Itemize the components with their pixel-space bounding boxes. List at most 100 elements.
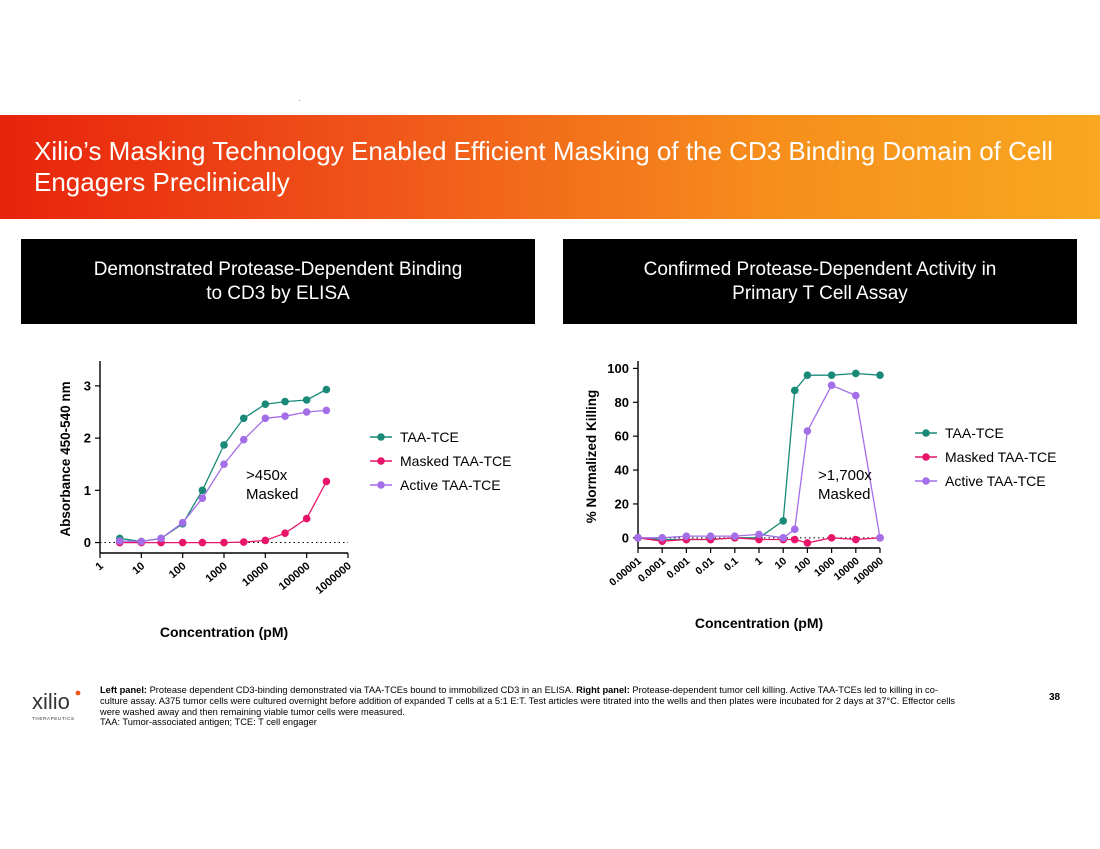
data-point: [198, 538, 207, 547]
data-point: [803, 427, 812, 435]
fold-masking-annotation-line2: Masked: [818, 486, 871, 503]
y-tick-label: 3: [84, 378, 91, 393]
data-point: [852, 369, 860, 378]
x-tick-label: 0.001: [664, 555, 692, 581]
y-tick-label: 0: [622, 530, 629, 545]
data-point: [852, 535, 860, 544]
x-tick-label: 10: [130, 560, 147, 577]
data-point: [779, 534, 787, 542]
data-point: [790, 535, 799, 544]
data-point: [876, 534, 884, 542]
data-point: [281, 412, 289, 420]
data-point: [322, 385, 331, 394]
data-point: [239, 414, 248, 423]
legend-marker: [377, 457, 385, 465]
x-tick-label: 1000000: [313, 560, 354, 597]
data-point: [682, 532, 691, 540]
footnote: Left panel: Protease dependent CD3-bindi…: [100, 685, 960, 728]
data-point: [706, 532, 715, 540]
logo-subtext: THERAPEUTICS: [32, 716, 75, 721]
legend-label: Active TAA-TCE: [945, 473, 1046, 489]
left-heading-line1: Demonstrated Protease-Dependent Binding: [93, 258, 463, 280]
data-point: [261, 414, 270, 423]
x-axis-label: Concentration (pM): [695, 615, 823, 631]
legend-label: TAA-TCE: [400, 429, 459, 445]
data-point: [827, 534, 836, 542]
x-tick-label: 100000: [277, 560, 313, 593]
data-point: [302, 396, 311, 404]
data-point: [261, 536, 270, 545]
legend-label: Masked TAA-TCE: [945, 449, 1057, 465]
legend-label: Active TAA-TCE: [400, 477, 501, 493]
data-point: [302, 408, 311, 416]
legend-marker: [377, 433, 385, 441]
page-title: Xilio’s Masking Technology Enabled Effic…: [34, 136, 1053, 197]
footnote-right-text: Protease-dependent tumor cell killing. A…: [100, 685, 956, 717]
x-tick-label: 0.00001: [607, 555, 644, 589]
y-tick-label: 80: [615, 395, 629, 410]
right-panel-heading: Confirmed Protease-Dependent Activity in…: [563, 239, 1077, 324]
legend-marker: [922, 453, 930, 461]
footnote-left-label: Left panel:: [100, 685, 148, 695]
xilio-logo: xilio THERAPEUTICS: [32, 689, 81, 721]
data-point: [803, 539, 812, 547]
fold-masking-annotation-line2: Masked: [246, 486, 299, 503]
fold-masking-annotation: >450x: [246, 467, 288, 484]
data-point: [827, 381, 836, 390]
footnote-right-label: Right panel:: [576, 685, 630, 695]
x-tick-label: 1000: [203, 560, 229, 585]
data-point: [239, 435, 248, 444]
x-tick-label: 100: [792, 555, 813, 576]
data-point: [261, 400, 270, 408]
data-point: [827, 371, 836, 379]
y-tick-label: 20: [615, 496, 629, 511]
data-point: [198, 486, 207, 495]
y-tick-label: 0: [84, 535, 91, 550]
fold-masking-annotation: >1,700x: [818, 467, 872, 484]
y-tick-label: 60: [615, 429, 629, 444]
data-point: [790, 386, 799, 395]
x-tick-label: 100: [167, 560, 189, 581]
y-tick-label: 2: [84, 431, 91, 446]
data-point: [115, 537, 124, 545]
x-tick-label: 0.01: [693, 555, 716, 577]
data-point: [281, 397, 289, 406]
x-tick-label: 10000: [240, 560, 271, 589]
data-point: [302, 514, 311, 523]
legend-marker: [922, 429, 930, 437]
data-point: [790, 525, 799, 534]
data-point: [157, 534, 165, 543]
data-point: [634, 534, 642, 542]
data-point: [779, 517, 787, 525]
page-number: 38: [1049, 692, 1061, 703]
logo-wordmark: xilio: [32, 689, 70, 714]
data-point: [803, 371, 812, 379]
left-heading-line2: to CD3 by ELISA: [206, 282, 350, 304]
legend-label: TAA-TCE: [945, 425, 1004, 441]
x-tick-label: 0.1: [722, 555, 741, 574]
data-point: [852, 391, 860, 400]
data-point: [731, 532, 739, 540]
data-point: [178, 538, 187, 547]
data-point: [658, 534, 666, 542]
data-point: [281, 529, 289, 537]
right-heading-line2: Primary T Cell Assay: [732, 282, 908, 304]
legend-marker: [377, 481, 385, 489]
data-point: [322, 477, 331, 486]
footnote-abbreviations: TAA: Tumor-associated antigen; TCE: T ce…: [100, 717, 317, 728]
data-point: [220, 441, 228, 449]
series-line-1: [637, 537, 881, 544]
series-line-0: [637, 372, 881, 541]
footnote-left-text: Protease dependent CD3-binding demonstra…: [147, 685, 577, 695]
x-axis-label: Concentration (pM): [160, 624, 288, 640]
data-point: [755, 530, 763, 539]
legend-marker: [922, 477, 930, 485]
data-point: [198, 494, 207, 502]
logo-accent-dot: [75, 690, 81, 696]
series-line-2: [119, 409, 327, 543]
y-axis-label: Absorbance 450-540 nm: [58, 381, 73, 536]
y-axis-label: % Normalized Killing: [584, 390, 599, 524]
data-point: [322, 406, 331, 415]
